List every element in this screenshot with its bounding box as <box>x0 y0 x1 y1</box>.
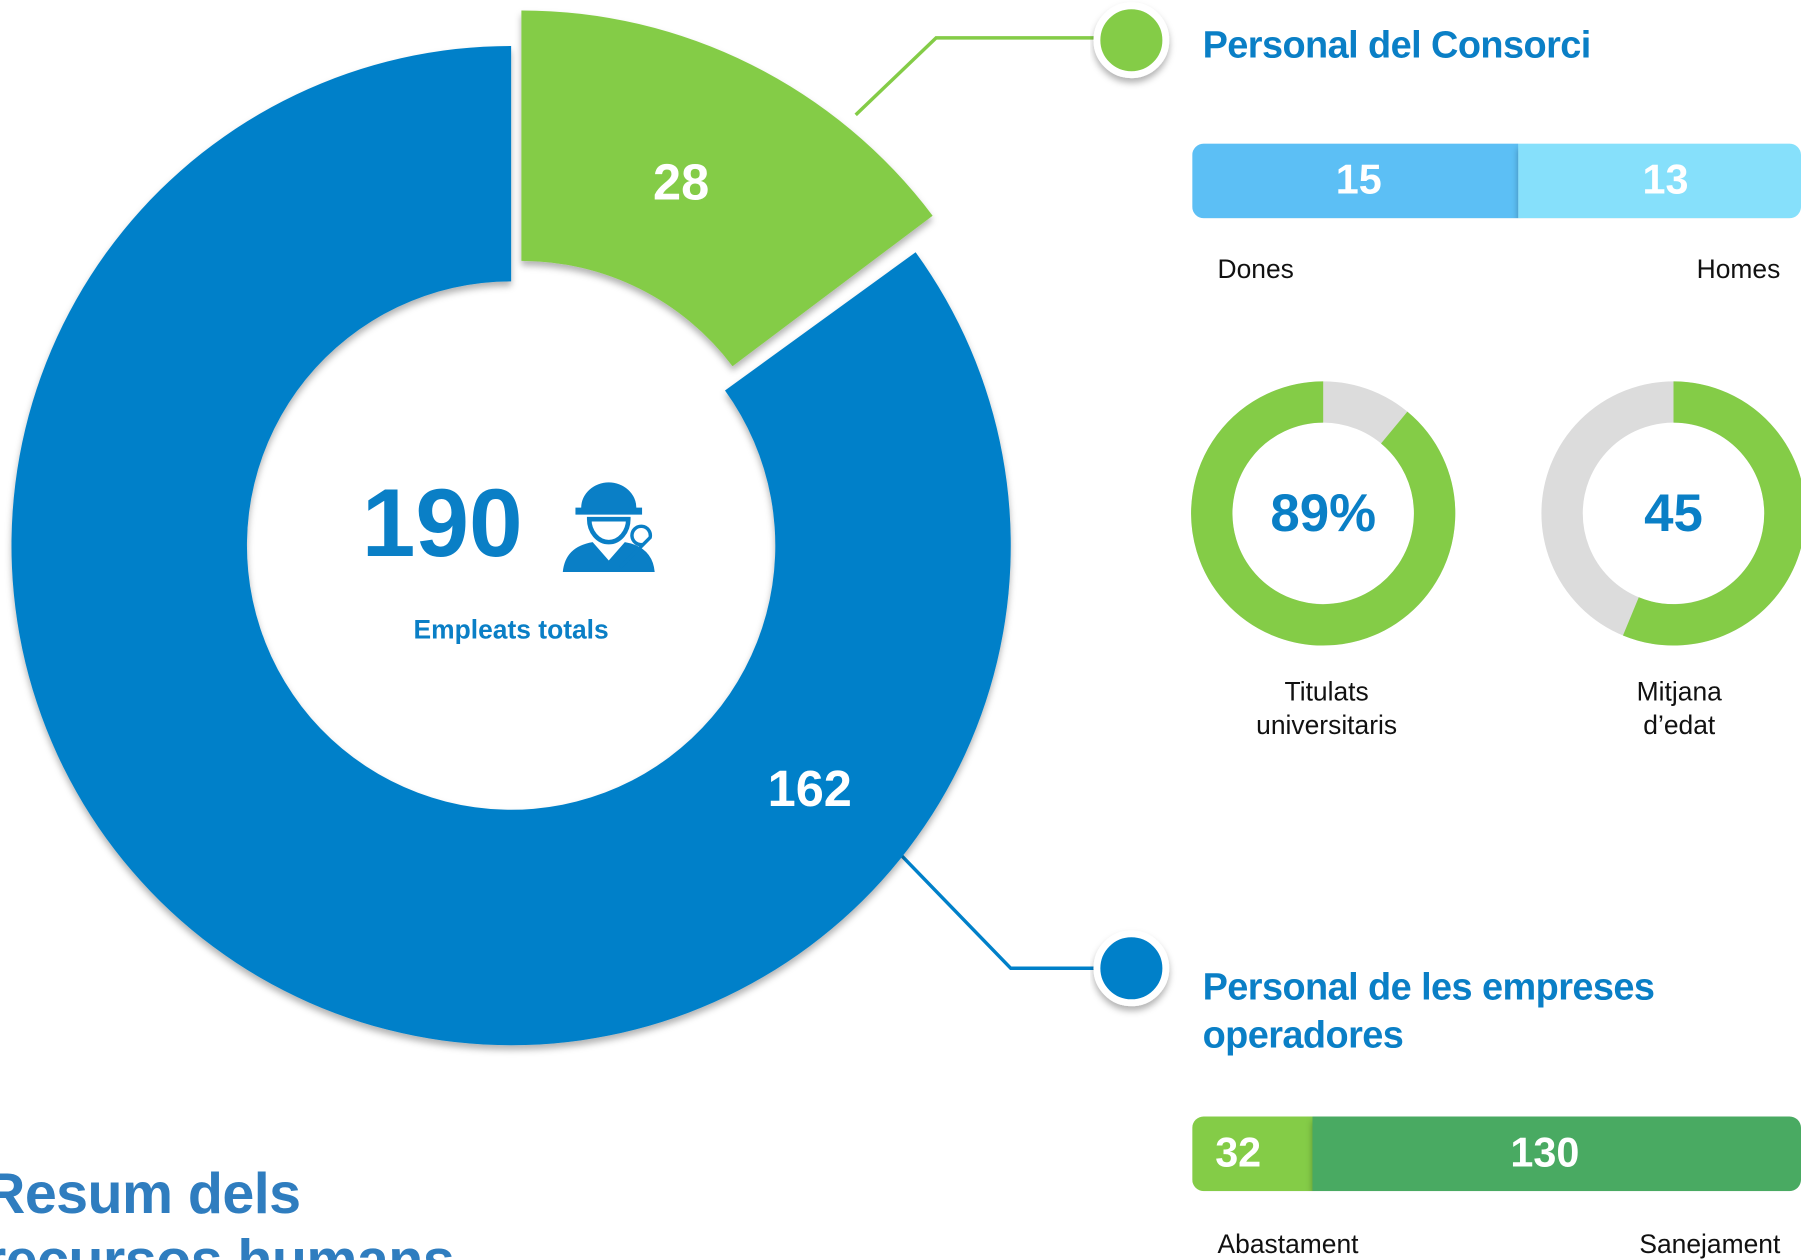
bar-label: Dones <box>1217 253 1294 284</box>
gauge-value: 45 <box>1644 484 1703 543</box>
bar-value: 13 <box>1642 157 1688 203</box>
bar-segment <box>1192 143 1519 219</box>
gauge-arc <box>1191 381 1456 646</box>
bar-value: 15 <box>1336 157 1382 203</box>
page-title: Resum dels recursos humans <box>0 1161 455 1260</box>
bar-label: Sanejament <box>1639 1229 1781 1259</box>
ring-label: Titulats universitaris <box>1256 676 1398 740</box>
segment-label: 28 <box>653 153 709 210</box>
bar-value: 130 <box>1510 1129 1579 1175</box>
total-value: 190 <box>362 470 523 577</box>
marker <box>1093 930 1170 1007</box>
section-title: Personal del Consorci <box>1202 22 1592 66</box>
connector <box>900 854 1103 970</box>
worker-icon <box>562 482 655 573</box>
bar-label: Abastament <box>1217 1229 1359 1259</box>
bar-segment <box>1518 143 1801 219</box>
connector <box>854 36 1103 117</box>
total-label: Empleats totals <box>414 615 609 645</box>
section-title: Personal de les empreses operadores <box>1202 964 1655 1056</box>
bar-label: Homes <box>1696 253 1781 284</box>
donut-segment <box>521 10 933 367</box>
gauge-value: 89% <box>1270 484 1376 543</box>
bar-segment <box>1192 1116 1313 1192</box>
segment-label: 162 <box>768 760 852 817</box>
bar-value: 32 <box>1215 1129 1261 1175</box>
marker <box>1093 2 1170 79</box>
ring-label: Mitjana d’edat <box>1636 676 1722 740</box>
gauge-arc <box>1622 381 1801 646</box>
donut-segment <box>11 45 1011 1046</box>
bar-segment <box>1312 1116 1801 1192</box>
